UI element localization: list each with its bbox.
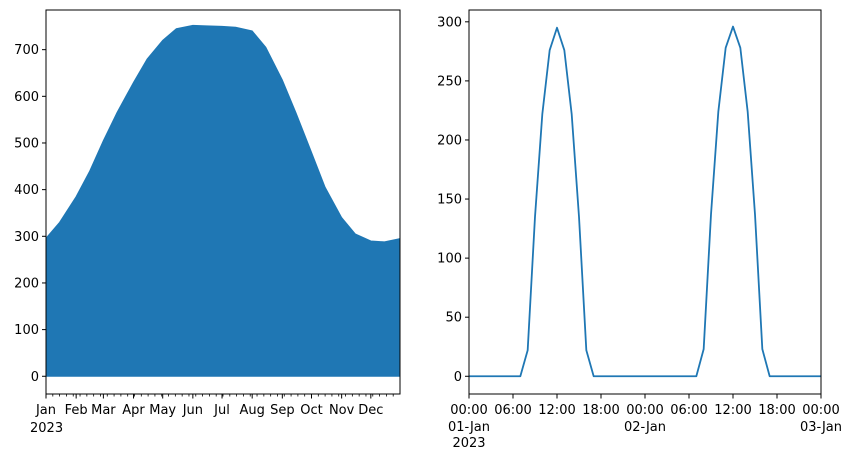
x-tick-label: Dec <box>358 403 383 418</box>
y-tick-label: 50 <box>445 311 462 326</box>
x-tick-date-label: 01-Jan <box>448 420 490 435</box>
x-tick-label: 00:00 <box>802 403 839 418</box>
x-tick-label: Feb <box>65 403 88 418</box>
x-tick-label: 06:00 <box>670 403 707 418</box>
y-tick-label: 300 <box>437 15 462 30</box>
x-tick-label: Mar <box>91 403 116 418</box>
series-line <box>469 25 821 378</box>
right-y-ticks: 0 50 100 150 200 250 300 <box>437 15 469 385</box>
x-tick-label: Oct <box>300 403 322 418</box>
x-tick-label: Sep <box>270 403 295 418</box>
x-tick-label: 12:00 <box>538 403 575 418</box>
series-area <box>45 24 401 377</box>
x-tick-label: Jan <box>35 403 56 418</box>
x-tick-label: May <box>149 403 176 418</box>
x-tick-label: 00:00 <box>626 403 663 418</box>
y-tick-label: 100 <box>14 323 39 338</box>
y-tick-label: 600 <box>14 90 39 105</box>
x-tick-label: 18:00 <box>582 403 619 418</box>
y-tick-label: 0 <box>454 370 462 385</box>
right-axes-frame <box>468 9 822 395</box>
x-tick-label: 18:00 <box>758 403 795 418</box>
y-tick-label: 100 <box>437 252 462 267</box>
y-tick-label: 500 <box>14 136 39 151</box>
y-tick-label: 200 <box>14 276 39 291</box>
y-tick-label: 200 <box>437 133 462 148</box>
left-axes: 0 100 200 300 400 500 600 700 Jan Feb Mar Apr May Ju… <box>14 9 401 436</box>
x-tick-label: Nov <box>329 403 355 418</box>
y-tick-label: 400 <box>14 183 39 198</box>
y-tick-label: 250 <box>437 74 462 89</box>
x-tick-date-label: 02-Jan <box>624 420 666 435</box>
left-plot-area <box>45 24 401 377</box>
y-tick-label: 0 <box>31 370 39 385</box>
y-tick-label: 700 <box>14 43 39 58</box>
x-offset-label: 2023 <box>30 421 63 436</box>
x-tick-date-label: 03-Jan <box>800 420 842 435</box>
right-plot-area <box>469 25 821 378</box>
x-tick-label: 00:00 <box>450 403 487 418</box>
x-tick-label: 12:00 <box>714 403 751 418</box>
x-tick-label: Jul <box>213 403 230 418</box>
x-tick-label: 06:00 <box>494 403 531 418</box>
left-axes-frame <box>45 9 401 395</box>
x-tick-label: Aug <box>239 403 264 418</box>
y-tick-label: 150 <box>437 193 462 208</box>
x-tick-year-label: 2023 <box>452 436 485 451</box>
x-tick-label: Jun <box>182 403 203 418</box>
x-tick-label: Apr <box>122 403 145 418</box>
left-x-ticks: Jan Feb Mar Apr May Jun Jul Aug Sep Oct Nov Dec 2023 <box>30 394 394 436</box>
y-tick-label: 300 <box>14 230 39 245</box>
left-y-ticks: 0 100 200 300 400 500 600 700 <box>14 43 46 385</box>
